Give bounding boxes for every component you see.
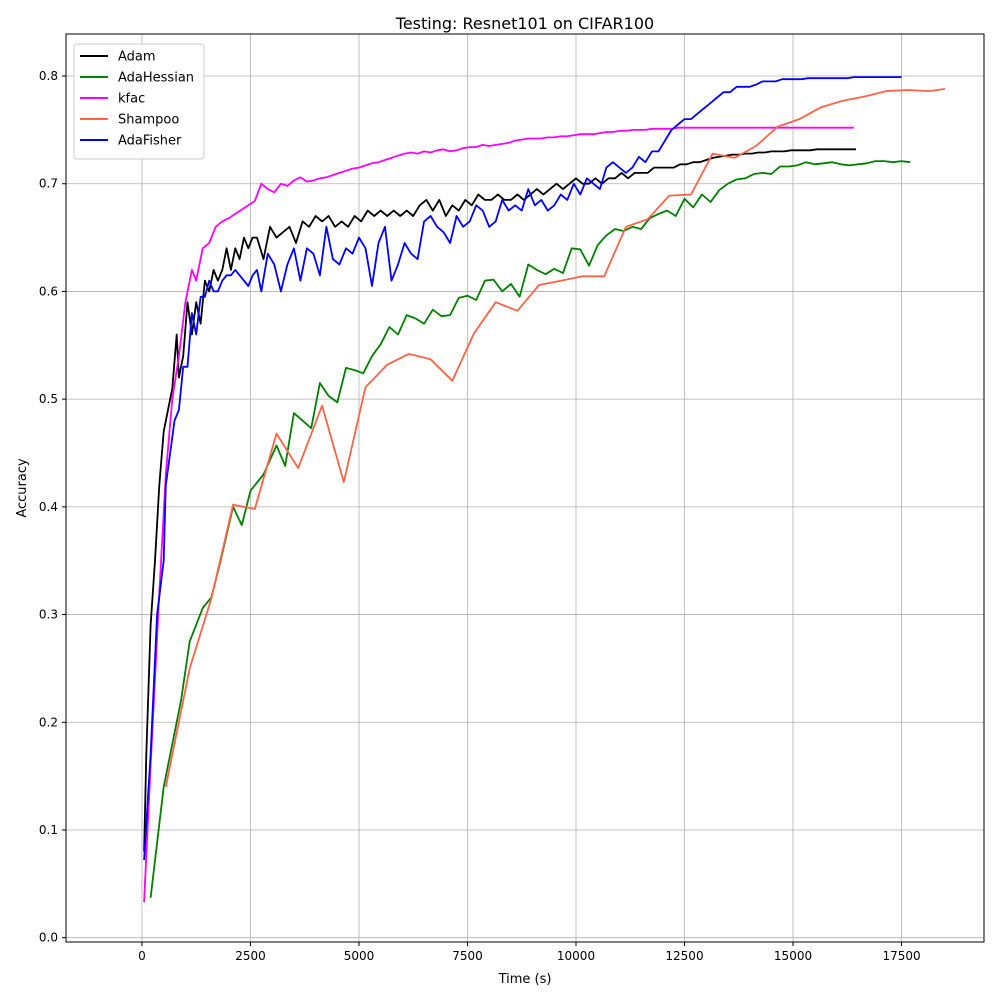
legend-label-adafisher: AdaFisher <box>118 134 182 149</box>
x-tick-label: 15000 <box>774 949 812 963</box>
y-tick-label: 0.6 <box>39 284 58 298</box>
plot-frame <box>65 33 985 943</box>
x-tick-label: 5000 <box>344 949 375 963</box>
series-line-adahessian <box>149 160 911 898</box>
y-tick-label: 0.0 <box>39 931 58 945</box>
x-tick-label: 7500 <box>452 949 483 963</box>
y-tick-label: 0.1 <box>39 823 58 837</box>
x-tick-label: 2500 <box>235 949 266 963</box>
x-tick-label: 0 <box>138 949 146 963</box>
x-tick-label: 10000 <box>557 949 595 963</box>
y-tick-label: 0.5 <box>39 392 58 406</box>
series-lines <box>143 76 946 903</box>
x-tick-label: 17500 <box>882 949 920 963</box>
x-axis-label: Time (s) <box>498 972 552 987</box>
y-axis-ticks: 0.0 0.1 0.2 0.3 0.4 0.5 0.6 0.7 0.8 <box>39 69 66 945</box>
legend-box <box>73 43 205 160</box>
x-axis-ticks: 0 2500 5000 7500 10000 12500 15000 17500 <box>138 942 921 963</box>
legend-label-shampoo: Shampoo <box>118 113 179 128</box>
y-tick-label: 0.7 <box>39 177 58 191</box>
chart-title: Testing: Resnet101 on CIFAR100 <box>395 14 654 33</box>
grid-lines <box>66 34 984 942</box>
y-tick-label: 0.2 <box>39 715 58 729</box>
x-tick-label: 12500 <box>665 949 703 963</box>
legend-label-kfac: kfac <box>118 92 145 107</box>
y-axis-label: Accuracy <box>15 458 30 518</box>
y-tick-label: 0.3 <box>39 608 58 622</box>
legend-label-adahessian: AdaHessian <box>118 71 194 86</box>
series-line-shampoo <box>164 88 946 788</box>
y-tick-label: 0.8 <box>39 69 58 83</box>
legend-label-adam: Adam <box>118 50 156 65</box>
series-line-adafisher <box>143 76 902 861</box>
series-line-kfac <box>143 126 854 903</box>
legend: Adam AdaHessian kfac Shampoo AdaFisher <box>73 43 205 160</box>
y-tick-label: 0.4 <box>39 500 58 514</box>
